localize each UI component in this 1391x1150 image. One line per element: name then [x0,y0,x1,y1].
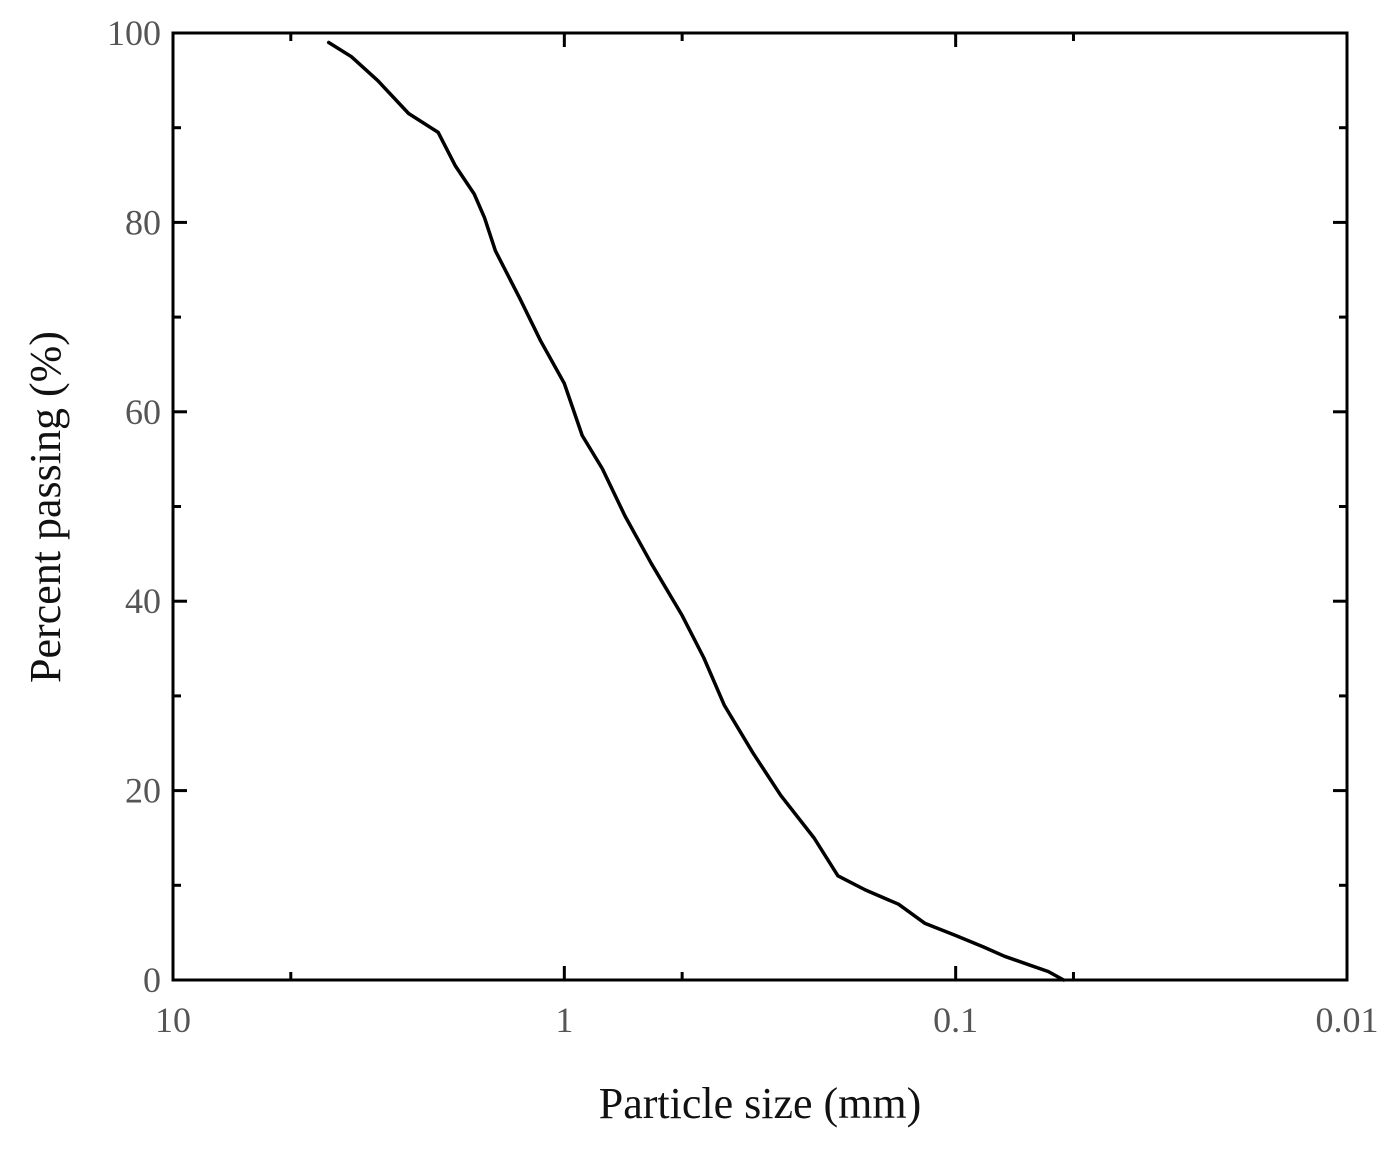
y-tick-label: 40 [125,581,161,621]
x-tick-label: 1 [555,1000,573,1040]
y-tick-label: 100 [107,13,161,53]
x-axis-title: Particle size (mm) [599,1079,922,1128]
x-tick-label: 0.01 [1316,1000,1379,1040]
y-axis-title: Percent passing (%) [21,331,70,683]
y-tick-label: 20 [125,771,161,811]
curve-layer [326,40,1066,982]
labels-layer: 10 1 0.1 0.01 0 20 40 60 80 100 [107,13,1379,1040]
gradation-curve [326,40,1066,982]
y-tick-label: 60 [125,392,161,432]
y-tick-label: 0 [143,960,161,1000]
plot-frame [171,31,1349,982]
ticks-layer [171,31,1349,982]
y-tick-label: 80 [125,202,161,242]
x-tick-label: 0.1 [933,1000,978,1040]
x-tick-label: 10 [155,1000,191,1040]
